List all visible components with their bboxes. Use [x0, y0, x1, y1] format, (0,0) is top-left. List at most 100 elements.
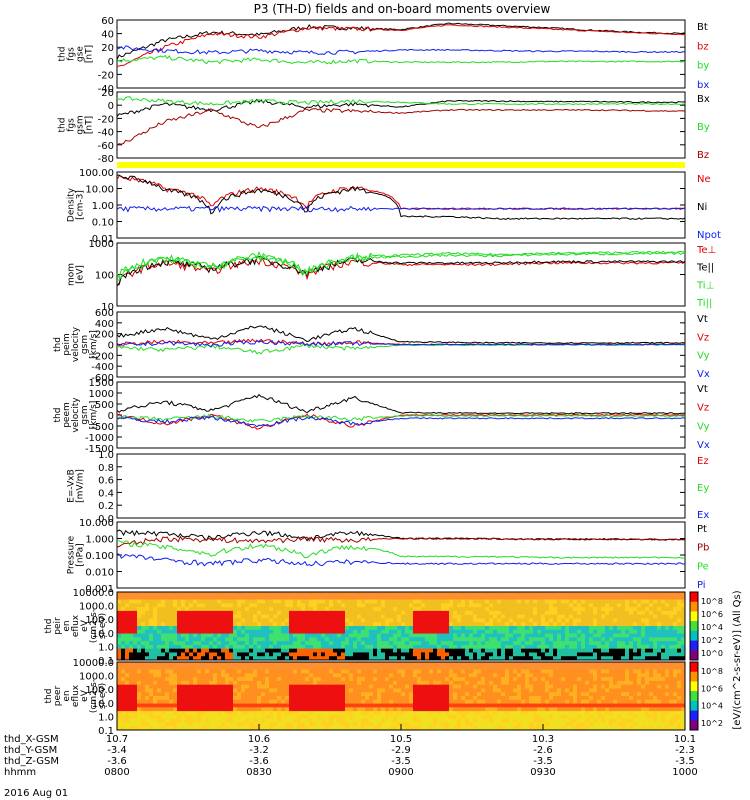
spectrogram-cell	[581, 688, 586, 693]
spectrogram-cell	[277, 711, 282, 716]
spectrogram-cell	[305, 595, 310, 600]
spectrogram-cell	[397, 699, 402, 704]
spectrogram-cell	[297, 692, 302, 697]
spectrogram-cell	[445, 722, 450, 727]
spectrogram-cell	[185, 707, 190, 712]
spectrogram-cell	[409, 603, 414, 608]
spectrogram-cell	[293, 692, 298, 697]
spectrogram-cell	[477, 610, 482, 616]
spectrogram-cell	[229, 684, 234, 689]
y-tick-label: 10	[101, 302, 114, 313]
spectrogram-cell	[117, 669, 122, 674]
spectrogram-cell	[445, 656, 450, 661]
spectrogram-cell	[229, 665, 234, 670]
spectrogram-cell	[165, 662, 170, 667]
spectrogram-cell	[561, 677, 566, 682]
spectrogram-cell	[441, 677, 446, 682]
spectrogram-cell	[169, 622, 174, 627]
spectrogram-cell	[453, 622, 458, 627]
spectrogram-cell	[321, 680, 326, 686]
spectrogram-cell	[337, 665, 342, 670]
spectrogram-cell	[293, 637, 298, 642]
spectrogram-cell	[681, 641, 686, 646]
spectrogram-cell	[385, 629, 390, 634]
spectrogram-cell	[373, 688, 378, 693]
spectrogram-cell	[601, 652, 606, 657]
spectrogram-cell	[577, 711, 582, 716]
spectrogram-cell	[341, 595, 346, 600]
spectrogram-cell	[557, 644, 562, 650]
spectrogram-cell	[505, 714, 510, 720]
spectrogram-cell	[677, 618, 682, 623]
spectrogram-cell	[197, 626, 202, 631]
spectrogram-cell	[209, 722, 214, 727]
spectrogram-cell	[481, 684, 486, 689]
spectrogram-cell	[497, 662, 502, 667]
spectrogram-cell	[317, 684, 322, 689]
spectrogram-cell	[309, 665, 314, 670]
spectrogram-cell	[589, 656, 594, 661]
spectrogram-cell	[393, 641, 398, 646]
spectrogram-cell	[353, 626, 358, 631]
spectrogram-cell	[217, 662, 222, 667]
spectrogram-cell	[441, 669, 446, 674]
spectrogram-cell	[505, 641, 510, 646]
spectrogram-cell	[153, 669, 158, 674]
spectrogram-cell	[333, 692, 338, 697]
spectrogram-cell	[385, 714, 390, 720]
spectrogram-cell	[209, 618, 214, 623]
spectrogram-cell	[425, 592, 430, 597]
spectrogram-cell	[485, 648, 490, 653]
spectrogram-cell	[149, 711, 154, 716]
spectrogram-cell	[561, 618, 566, 623]
spectrogram-cell	[585, 692, 590, 697]
spectrogram-cell	[133, 644, 138, 650]
spectrogram-cell	[221, 656, 226, 661]
spectrogram-cell	[589, 699, 594, 704]
spectrogram-cell	[225, 633, 230, 638]
spectrogram-cell	[125, 718, 130, 723]
spectrogram-cell	[445, 626, 450, 631]
spectrogram-cell	[537, 726, 542, 731]
spectrogram-cell	[429, 603, 434, 608]
spectrogram-cell	[597, 622, 602, 627]
spectrogram-cell	[657, 595, 662, 600]
spectrogram-cell	[225, 714, 230, 720]
spectrogram-cell	[649, 622, 654, 627]
spectrogram-cell	[333, 688, 338, 693]
spectrogram-cell	[621, 610, 626, 616]
spectrogram-cell	[117, 629, 122, 634]
spectrogram-cell	[253, 637, 258, 642]
spectrogram-cell	[405, 677, 410, 682]
spectrogram-cell	[429, 680, 434, 686]
spectrogram-cell	[225, 699, 230, 704]
spectrogram-cell	[277, 607, 282, 612]
spectrogram-cell	[409, 595, 414, 600]
spectrogram-cell	[117, 607, 122, 612]
spectrogram-cell	[565, 648, 570, 653]
spectrogram-cell	[365, 633, 370, 638]
spectrogram-cell	[429, 614, 434, 619]
spectrogram-cell	[449, 633, 454, 638]
spectrogram-cell	[573, 641, 578, 646]
spectrogram-cell	[505, 599, 510, 604]
spectrogram-cell	[541, 599, 546, 604]
spectrogram-cell	[265, 692, 270, 697]
y-axis-label-line: thd	[53, 337, 63, 352]
spectrogram-cell	[457, 662, 462, 667]
spectrogram-cell	[409, 677, 414, 682]
spectrogram-cell	[457, 648, 462, 653]
spectrogram-cell	[149, 626, 154, 631]
spectrogram-cell	[409, 644, 414, 650]
spectrogram-cell	[173, 677, 178, 682]
spectrogram-cell	[673, 603, 678, 608]
spectrogram-cell	[277, 696, 282, 701]
spectrogram-cell	[309, 652, 314, 657]
spectrogram-cell	[509, 599, 514, 604]
spectrogram-cell	[157, 656, 162, 661]
spectrogram-cell	[313, 607, 318, 612]
spectrogram-cell	[221, 703, 226, 708]
spectrogram-cell	[629, 656, 634, 661]
spectrogram-cell	[609, 614, 614, 619]
spectrogram-cell	[385, 610, 390, 616]
